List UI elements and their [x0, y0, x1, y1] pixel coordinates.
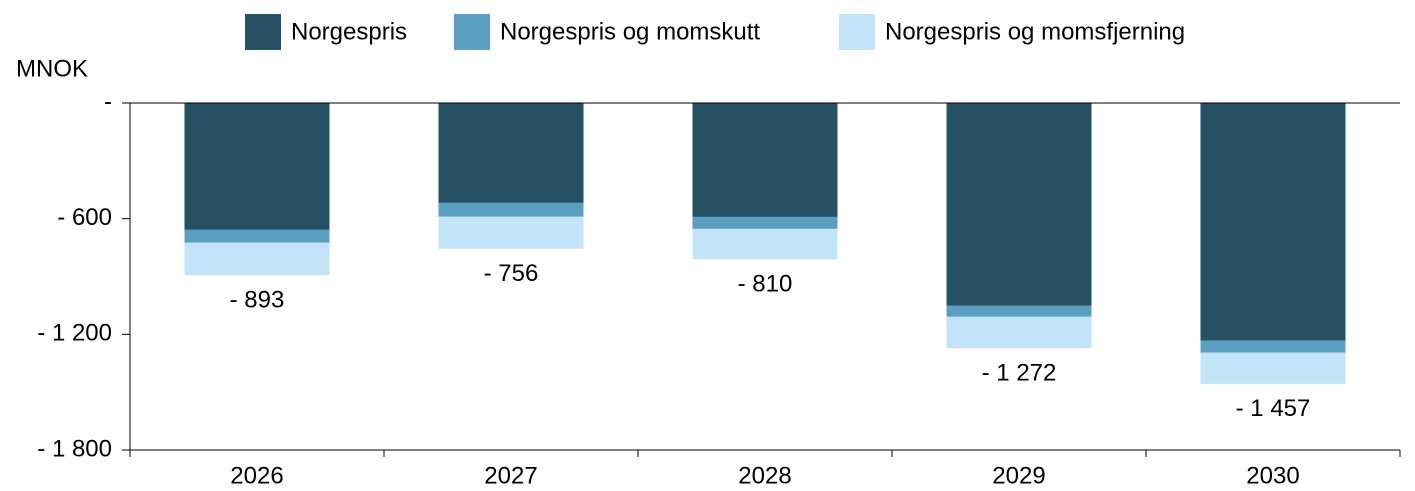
bar-segment — [184, 229, 330, 243]
total-label: - 1 272 — [982, 360, 1057, 387]
y-axis-label: MNOK — [16, 55, 88, 82]
bar-segment — [692, 103, 838, 217]
bar-segment — [438, 216, 584, 249]
y-tick-label: - 1 200 — [37, 320, 112, 347]
legend-swatch — [245, 14, 281, 50]
x-tick-label: 2030 — [1246, 462, 1299, 489]
x-tick-label: 2029 — [992, 462, 1045, 489]
bar-segment — [438, 202, 584, 217]
legend-swatch — [839, 14, 875, 50]
bar-segment — [692, 228, 838, 260]
y-tick-label: - 1 800 — [37, 435, 112, 462]
bar-segment — [692, 216, 838, 229]
bar-segment — [438, 103, 584, 203]
total-label: - 1 457 — [1236, 395, 1311, 422]
legend-label: Norgespris og momskutt — [500, 18, 760, 45]
bar-segment — [1200, 340, 1346, 353]
bar-segment — [946, 103, 1092, 306]
legend-label: Norgespris og momsfjerning — [885, 18, 1185, 45]
bar-segment — [946, 305, 1092, 317]
bar-segment — [946, 316, 1092, 349]
bar-segment — [184, 103, 330, 230]
total-label: - 893 — [230, 286, 285, 313]
legend-swatch — [454, 14, 490, 50]
bar-segment — [1200, 352, 1346, 384]
x-tick-label: 2027 — [484, 462, 537, 489]
bar-segment — [1200, 103, 1346, 341]
x-tick-label: 2028 — [738, 462, 791, 489]
total-label: - 810 — [738, 270, 793, 297]
y-tick-label: - — [104, 88, 112, 115]
x-tick-label: 2026 — [230, 462, 283, 489]
bar-segment — [184, 242, 330, 276]
legend-label: Norgespris — [291, 18, 407, 45]
y-tick-label: - 600 — [57, 204, 112, 231]
total-label: - 756 — [484, 260, 539, 287]
